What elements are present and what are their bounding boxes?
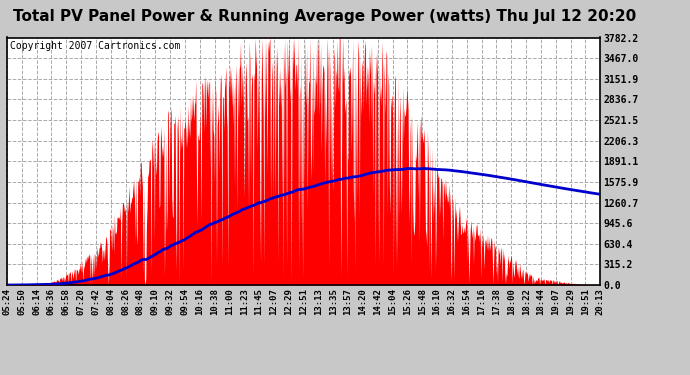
Text: Total PV Panel Power & Running Average Power (watts) Thu Jul 12 20:20: Total PV Panel Power & Running Average P… — [12, 9, 636, 24]
Text: Copyright 2007 Cartronics.com: Copyright 2007 Cartronics.com — [10, 41, 180, 51]
